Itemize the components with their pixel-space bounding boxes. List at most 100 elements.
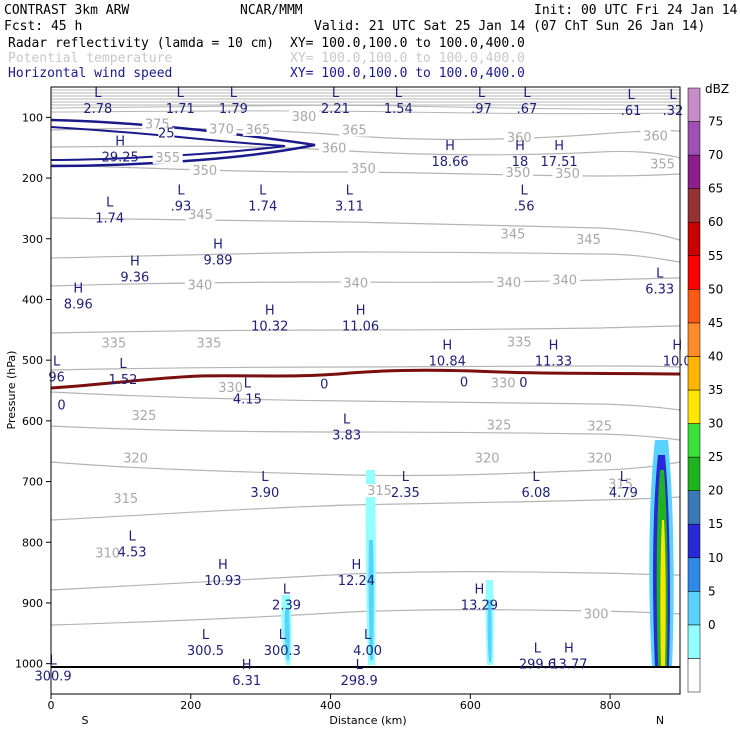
colorbar-swatch	[687, 289, 701, 324]
header: CONTRAST 3km ARW NCAR/MMM Init: 00 UTC F…	[4, 3, 738, 81]
extremum-value: 13.77	[550, 658, 587, 673]
high-marker: H	[515, 139, 525, 154]
colorbar-label: 55	[708, 249, 723, 263]
low-marker: L	[177, 86, 185, 101]
theta-label: 320	[475, 451, 500, 466]
theta-label: 310	[95, 547, 120, 562]
colorbar: dBZ 0 5 10 15 20 25 30 35 40 45 50 55 60 65 70 75	[687, 82, 729, 693]
low-marker: L	[523, 86, 531, 101]
low-marker: L	[534, 642, 542, 657]
theta-label-bg	[340, 276, 371, 290]
low-marker: L	[478, 86, 486, 101]
wind-contour-label: 25	[158, 127, 175, 142]
colorbar-label: 40	[708, 349, 723, 363]
extremum-value: 4.00	[353, 644, 382, 659]
extremum-value: 11.06	[342, 319, 379, 334]
extremum-value: 2.39	[272, 599, 301, 614]
field-label-wind: Horizontal wind speed	[8, 66, 172, 81]
x-tick-label: 600	[460, 699, 481, 712]
theta-label: 355	[650, 158, 675, 173]
x-end-label-right: N	[656, 714, 664, 727]
extremum-value: 300.9	[34, 670, 71, 685]
low-marker: L	[128, 529, 136, 544]
theta-label: 360	[322, 142, 347, 157]
low-marker: L	[656, 266, 664, 281]
theta-label: 345	[576, 233, 601, 248]
y-tick-label: 800	[22, 536, 43, 549]
x-tick-label: 200	[180, 699, 201, 712]
wind-label-bg	[158, 127, 175, 140]
theta-label-bg	[472, 451, 503, 465]
theta-label: 380	[292, 110, 317, 125]
colorbar-swatch	[687, 456, 701, 491]
wind-contour-label: 0	[460, 375, 468, 390]
theta-label: 360	[507, 131, 532, 146]
field-xy-theta: XY= 100.0,100.0 to 100.0,400.0	[290, 51, 525, 66]
theta-label-bg	[128, 408, 159, 422]
colorbar-swatch	[687, 356, 701, 391]
colorbar-label: 5	[708, 584, 716, 598]
colorbar-swatch	[687, 221, 701, 257]
low-marker: L	[283, 583, 291, 598]
colorbar-label: 70	[708, 148, 723, 162]
colorbar-label: 60	[708, 215, 723, 229]
theta-label: 325	[487, 419, 512, 434]
theta-label-bg	[493, 275, 524, 289]
colorbar-label: 30	[708, 417, 723, 431]
high-marker: H	[356, 303, 366, 318]
y-tick-label: 100	[22, 111, 43, 124]
low-marker: L	[202, 628, 210, 643]
theta-label-bg	[185, 207, 216, 221]
theta-label-bg	[142, 117, 173, 131]
low-marker: L	[532, 470, 540, 485]
colorbar-swatch	[687, 255, 701, 290]
theta-label-bg	[502, 166, 533, 180]
x-tick-label: 400	[320, 699, 341, 712]
wind-label-bg	[456, 376, 473, 389]
low-marker: L	[356, 658, 364, 673]
extremum-value: 2.35	[391, 486, 420, 501]
theta-label: 360	[643, 130, 668, 145]
extremum-value: 18.66	[431, 155, 468, 170]
extremum-value: 3.83	[332, 429, 361, 444]
theta-label-bg	[348, 161, 379, 175]
colorbar-label: 65	[708, 182, 723, 196]
colorbar-label: 15	[708, 517, 723, 531]
theta-label: 355	[155, 151, 180, 166]
colorbar-swatch	[687, 624, 701, 659]
extremum-value: 12.24	[338, 574, 375, 589]
low-marker: L	[346, 183, 354, 198]
colorbar-label: 20	[708, 484, 723, 498]
y-tick-label: 1000	[15, 658, 43, 671]
low-marker: L	[332, 86, 340, 101]
theta-label-bg	[242, 122, 273, 136]
plot-frame	[50, 86, 681, 695]
extremum-value: 1.52	[109, 373, 138, 388]
extremum-value: 6.33	[645, 282, 674, 297]
theta-label-bg	[152, 150, 183, 164]
extremum-value: 2.78	[83, 102, 112, 117]
theta-label: 350	[192, 164, 217, 179]
theta-label: 320	[123, 451, 148, 466]
high-marker: H	[564, 642, 574, 657]
extremum-value: 3.90	[250, 486, 279, 501]
y-tick-label: 700	[22, 476, 43, 489]
low-marker: L	[364, 628, 372, 643]
theta-label-bg	[110, 491, 141, 505]
theta-label-bg	[584, 451, 615, 465]
extremum-value: 10.93	[204, 574, 241, 589]
extremum-value: 29.25	[102, 151, 139, 166]
theta-label-bg	[504, 130, 535, 144]
extremum-value: 4.15	[233, 392, 262, 407]
extremum-value: 1.71	[166, 102, 195, 117]
colorbar-label: 75	[708, 115, 723, 129]
extremum-value: 10.0	[663, 355, 692, 370]
high-marker: H	[242, 658, 252, 673]
extremum-value: 17.51	[540, 155, 577, 170]
low-marker: L	[343, 413, 351, 428]
theta-label-bg	[605, 477, 636, 491]
field-xy-wind: XY= 100.0,100.0 to 100.0,400.0	[290, 66, 525, 81]
wind-contour-label: 0	[57, 398, 65, 413]
extremum-value: .97	[471, 102, 492, 117]
